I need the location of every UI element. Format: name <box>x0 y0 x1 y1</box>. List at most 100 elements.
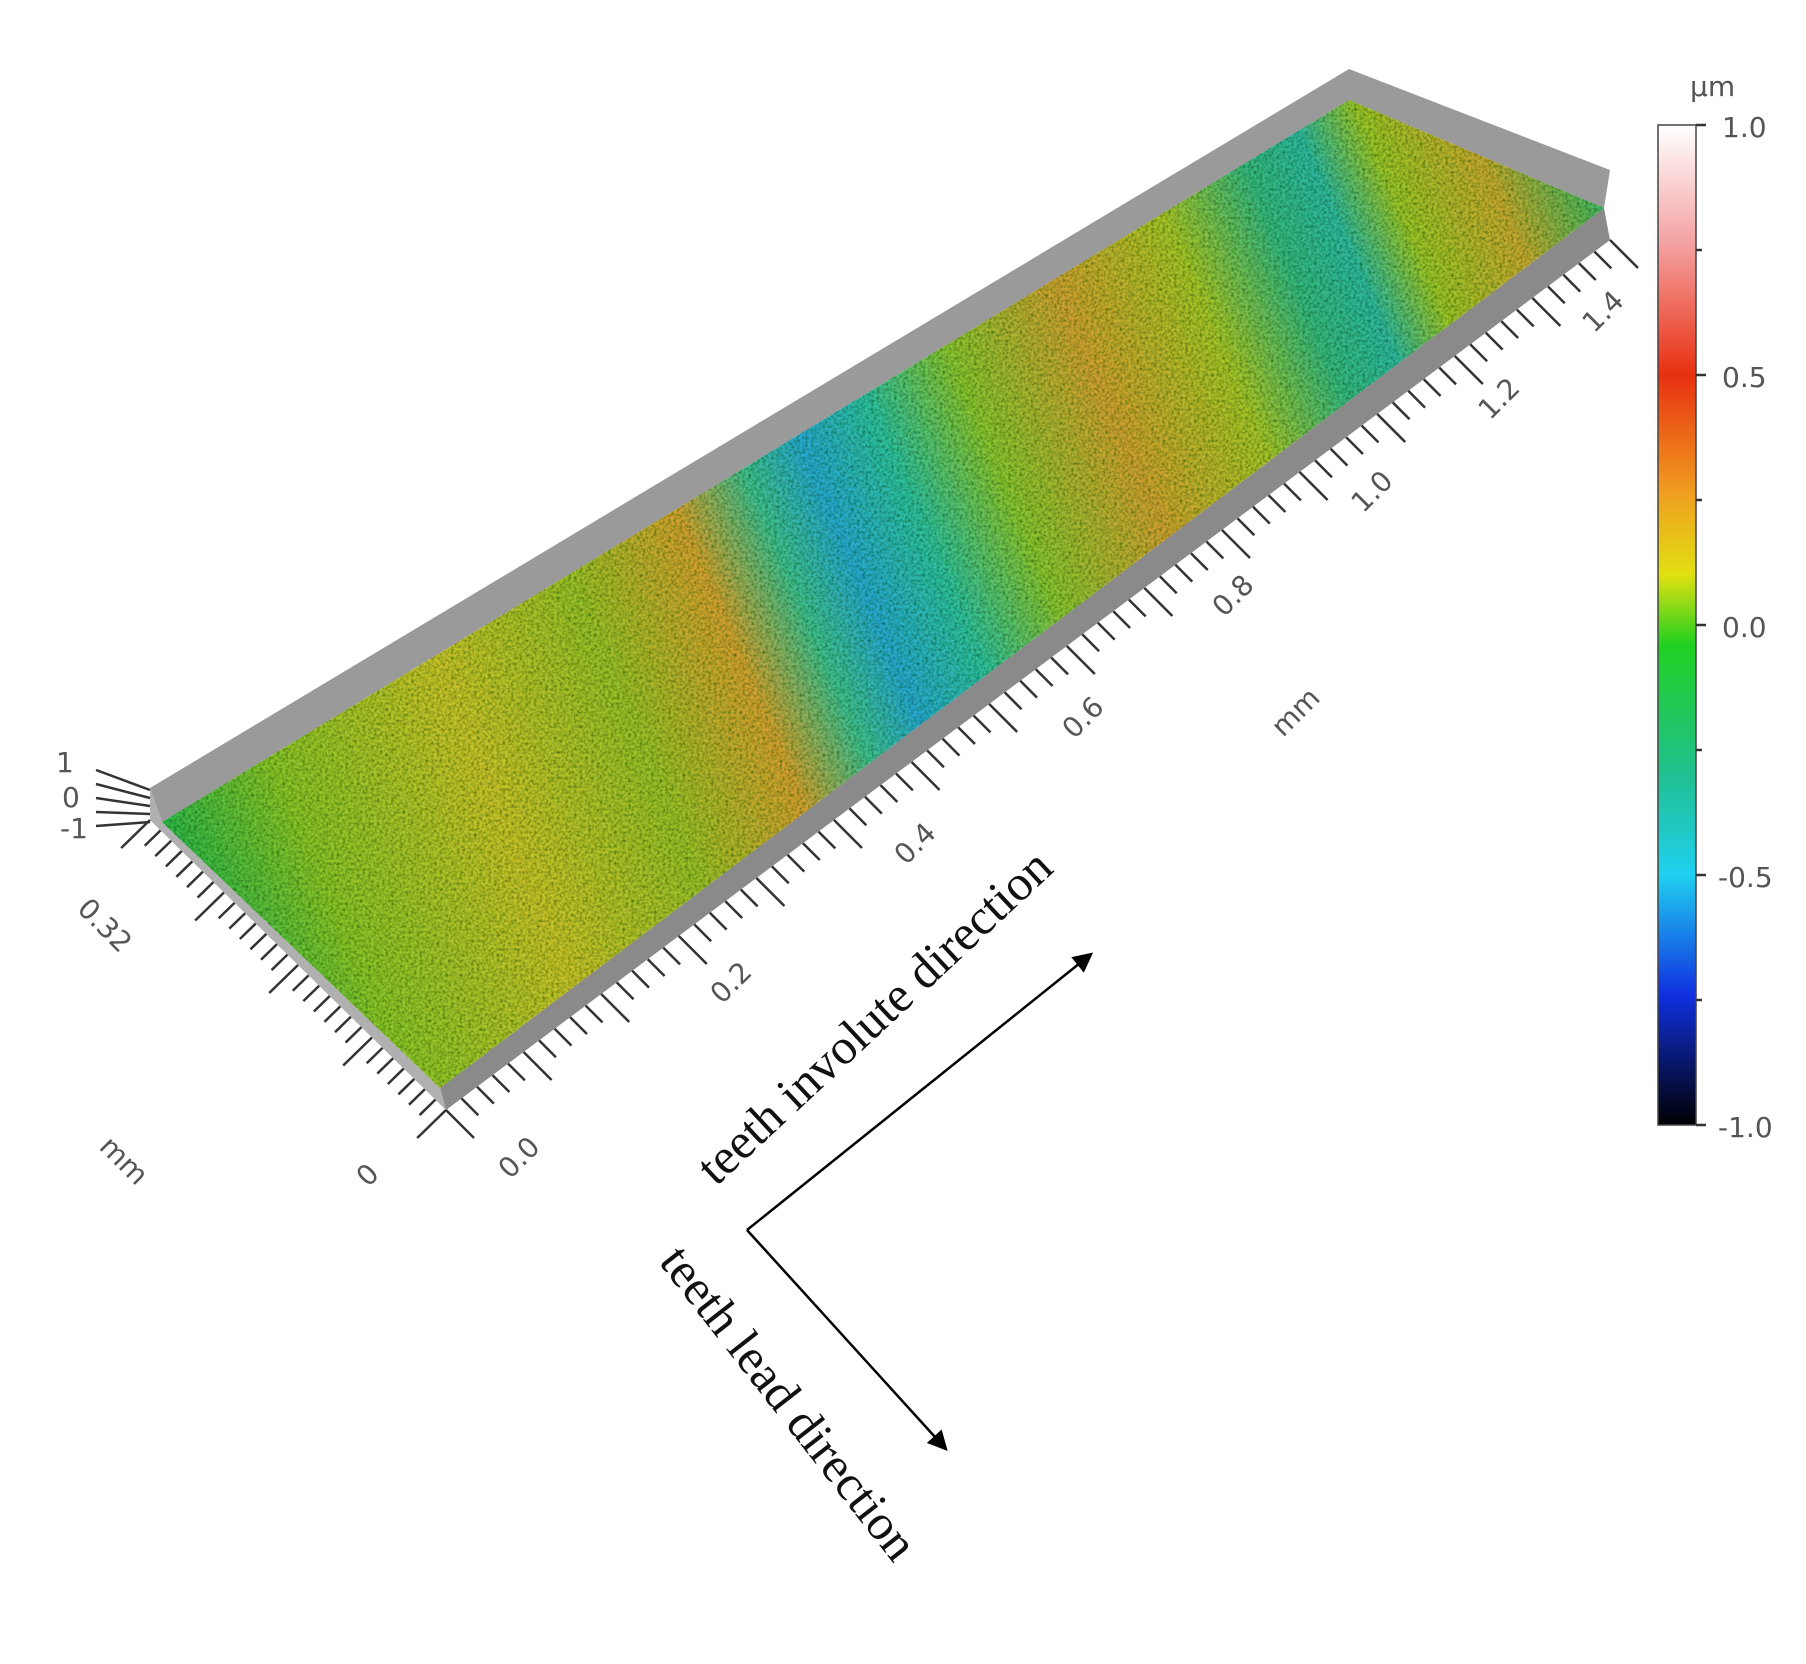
back-wall <box>150 69 1610 822</box>
x-minor-tick <box>1127 598 1147 618</box>
x-minor-tick <box>1500 320 1520 339</box>
x-minor-tick <box>957 726 976 745</box>
x-minor-tick <box>1221 529 1251 559</box>
y-minor-tick <box>154 839 173 858</box>
x-minor-tick <box>1578 262 1597 281</box>
x-minor-tick <box>1469 343 1489 363</box>
z-tick <box>95 820 151 828</box>
colorbar <box>1657 124 1697 1126</box>
x-minor-tick <box>739 888 759 908</box>
z-tick-label: 1 <box>56 746 74 779</box>
x-minor-tick <box>1003 691 1023 711</box>
x-minor-tick <box>1050 656 1069 676</box>
x-minor-tick <box>538 1039 557 1059</box>
x-minor-tick <box>1112 610 1132 629</box>
x-tick-label: 0.2 <box>704 955 759 1010</box>
x-minor-tick <box>615 981 635 1001</box>
y-minor-tick <box>186 870 204 889</box>
x-minor-tick <box>1065 645 1096 675</box>
x-minor-tick <box>724 900 744 919</box>
x-minor-tick <box>1143 587 1174 617</box>
lead-arrow <box>746 1229 948 1451</box>
x-minor-tick <box>1360 424 1380 444</box>
x-minor-tick <box>1345 436 1364 455</box>
x-minor-tick <box>848 807 868 827</box>
x-minor-tick <box>491 1074 511 1093</box>
z-tick <box>95 810 151 816</box>
y-minor-tick <box>217 901 236 920</box>
x-minor-tick <box>1205 540 1225 560</box>
colorbar-tick-label: -0.5 <box>1718 861 1773 894</box>
y-minor-tick <box>342 1036 373 1067</box>
x-minor-tick <box>1081 633 1101 653</box>
x-minor-tick <box>693 923 713 943</box>
y-minor-tick <box>120 819 151 849</box>
z-tick <box>95 768 151 792</box>
x-minor-tick <box>879 784 899 803</box>
x-minor-tick <box>1593 250 1613 270</box>
y-minor-tick <box>239 922 257 940</box>
y-minor-tick <box>416 1109 447 1139</box>
y-axis-unit: mm <box>93 1130 155 1192</box>
x-tick-label: 1.4 <box>1576 284 1631 339</box>
x-minor-tick <box>941 737 961 757</box>
x-minor-tick <box>1283 482 1302 502</box>
y-minor-tick <box>268 964 299 994</box>
x-minor-tick <box>1159 575 1178 595</box>
x-minor-tick <box>708 911 728 931</box>
y-tick-label: 0 <box>350 1157 386 1193</box>
front-wall <box>440 208 1610 1110</box>
y-minor-tick <box>165 850 183 868</box>
x-minor-tick <box>926 749 945 769</box>
y-minor-tick <box>249 933 268 951</box>
x-minor-tick <box>522 1051 553 1081</box>
x-minor-tick <box>507 1062 526 1082</box>
y-minor-tick <box>313 995 331 1013</box>
colorbar-tick-label: 0.0 <box>1722 611 1767 644</box>
x-axis-unit: mm <box>1265 681 1327 743</box>
x-minor-tick <box>1298 471 1329 501</box>
x-minor-tick <box>833 819 863 849</box>
x-minor-tick <box>1019 679 1038 699</box>
z-tick-label: 0 <box>62 781 80 814</box>
y-minor-tick <box>365 1046 384 1065</box>
x-minor-tick <box>445 1109 475 1139</box>
x-minor-tick <box>1438 366 1457 386</box>
left-wall <box>150 788 446 1110</box>
y-minor-tick <box>323 1005 342 1023</box>
x-tick-label: 0.6 <box>1056 690 1111 745</box>
colorbar-tick-label: 1.0 <box>1722 111 1767 144</box>
x-tick-label: 0.0 <box>492 1130 547 1185</box>
x-minor-tick <box>1484 331 1504 351</box>
x-minor-tick <box>1562 273 1582 293</box>
x-minor-tick <box>972 714 992 734</box>
x-minor-tick <box>1515 308 1535 328</box>
y-minor-tick <box>270 953 289 971</box>
x-minor-tick <box>1407 389 1426 409</box>
x-minor-tick <box>1252 505 1271 525</box>
x-minor-tick <box>1422 378 1442 397</box>
x-minor-tick <box>1314 459 1333 479</box>
colorbar-ticks <box>1696 123 1706 1127</box>
x-minor-tick <box>771 865 790 885</box>
y-minor-tick <box>387 1067 405 1085</box>
x-minor-tick <box>1453 355 1484 385</box>
colorbar-labels: µm 1.0 0.5 0.0 -0.5 -1.0 <box>1690 70 1773 1144</box>
y-minor-tick <box>194 891 225 922</box>
x-minor-tick <box>677 935 708 965</box>
y-minor-tick <box>344 1026 363 1044</box>
x-minor-tick <box>662 946 681 966</box>
y-minor-tick <box>196 881 215 899</box>
x-minor-tick <box>988 703 1019 733</box>
colorbar-tick-label: 0.5 <box>1722 361 1767 394</box>
x-minor-tick <box>1391 401 1411 421</box>
z-axis: 1 0 -1 <box>56 746 88 845</box>
colorbar-tick-label: -1.0 <box>1718 1111 1773 1144</box>
surface <box>162 100 1604 1088</box>
x-minor-tick <box>631 969 650 989</box>
x-minor-tick <box>1376 413 1407 443</box>
z-tick <box>95 782 151 800</box>
y-minor-tick <box>291 974 310 992</box>
y-minor-tick <box>418 1098 437 1116</box>
